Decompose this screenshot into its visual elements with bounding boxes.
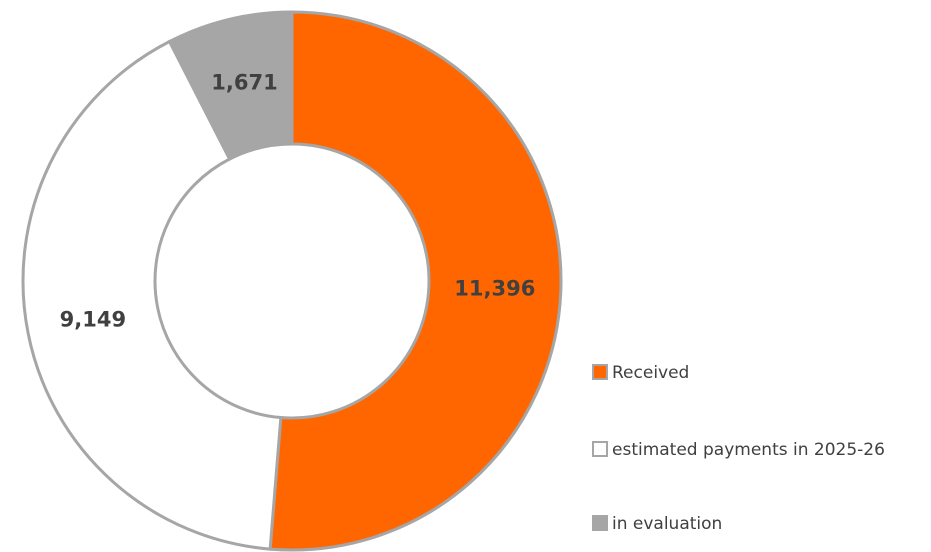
data-label: 1,671 — [211, 71, 277, 95]
donut-slice — [21, 39, 283, 551]
legend-swatch — [592, 441, 608, 457]
data-label: 11,396 — [454, 276, 535, 300]
legend-label: estimated payments in 2025-26 — [612, 440, 885, 460]
data-label: 9,149 — [60, 307, 126, 331]
legend-label: in evaluation — [612, 514, 722, 534]
donut-slice — [268, 10, 563, 552]
legend-swatch — [592, 364, 608, 380]
legend-swatch — [592, 515, 608, 531]
legend-label: Received — [612, 363, 689, 383]
donut-slice — [167, 10, 294, 162]
